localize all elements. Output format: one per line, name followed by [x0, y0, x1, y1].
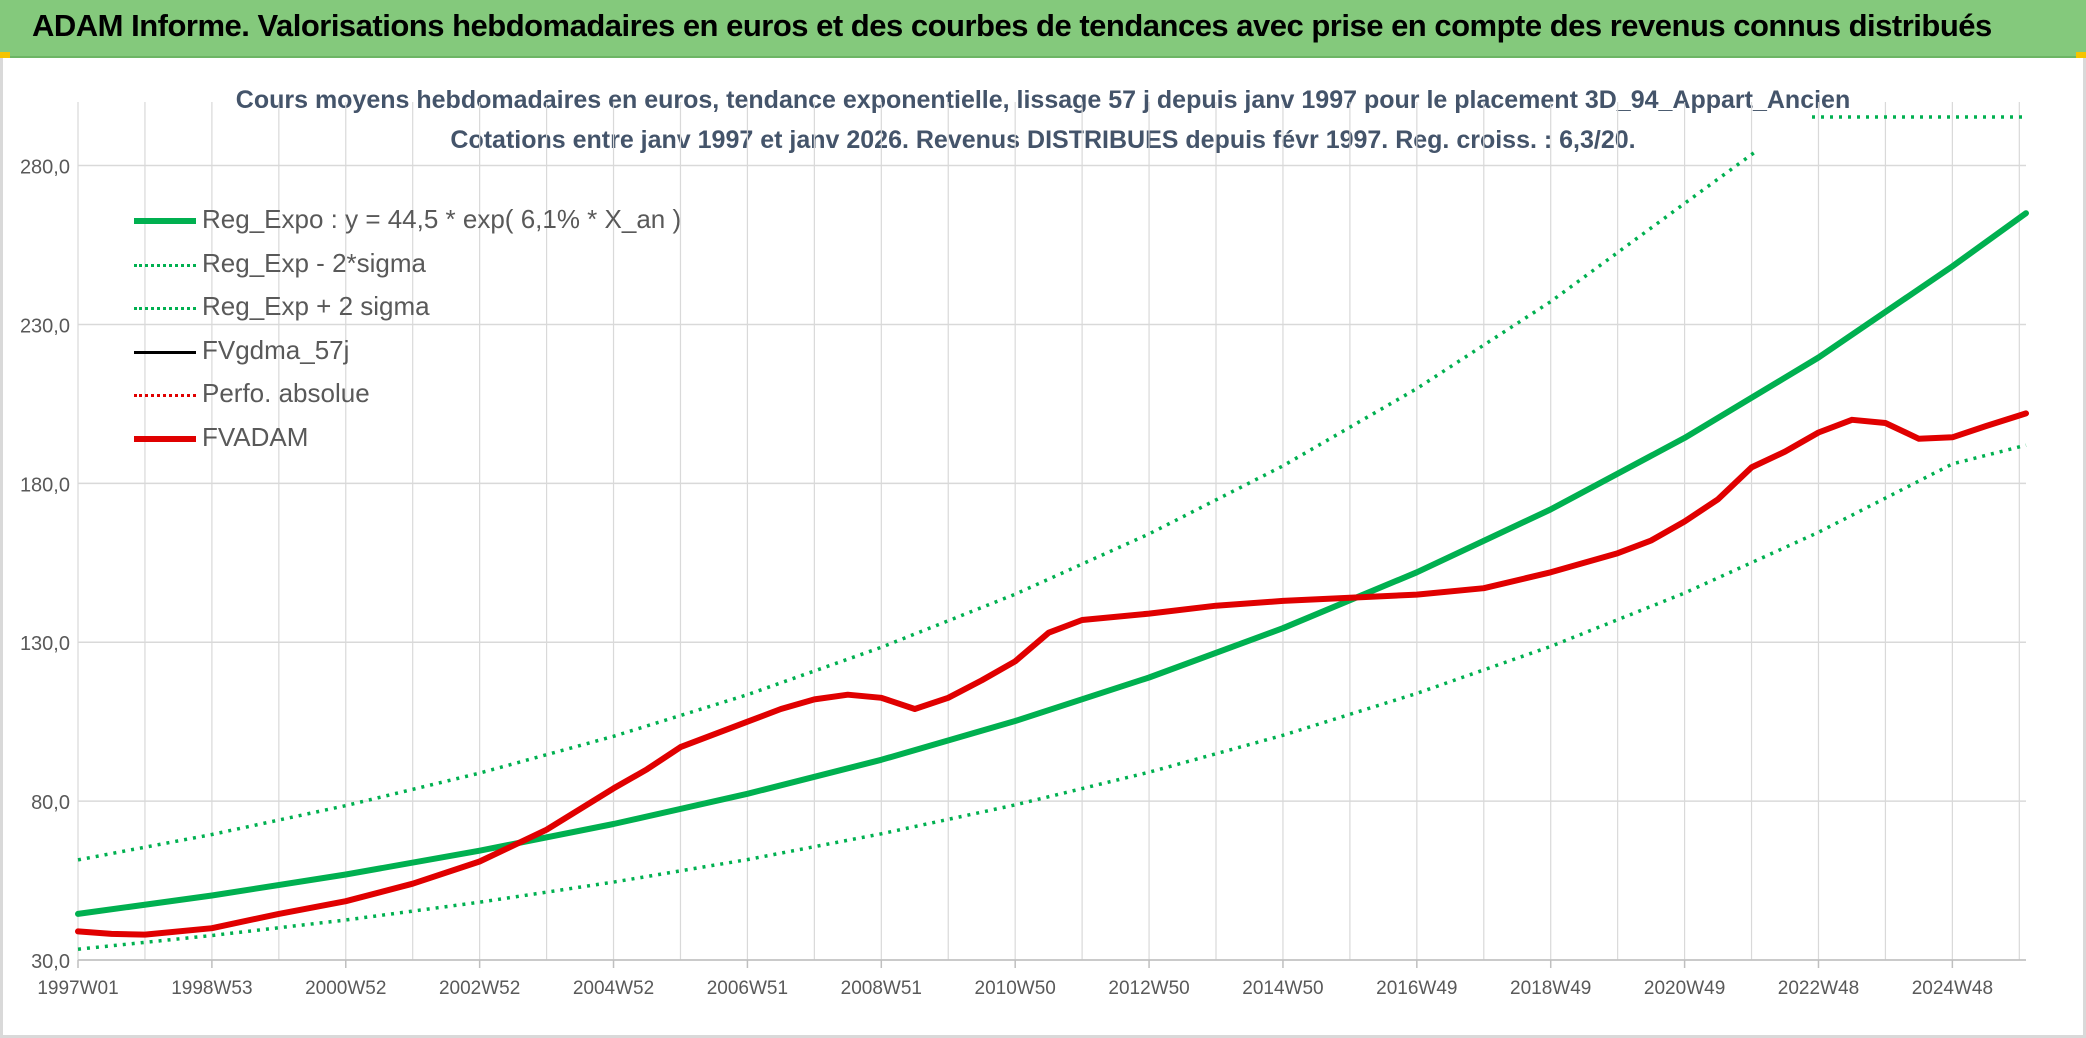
- legend-swatch: [134, 350, 196, 354]
- legend-swatch: [134, 435, 196, 442]
- legend-label: Reg_Expo : y = 44,5 * exp( 6,1% * X_an ): [202, 204, 682, 234]
- report-title: ADAM Informe. Valorisations hebdomadaire…: [32, 8, 1992, 43]
- x-tick-label: 2022W48: [1778, 978, 1859, 999]
- series-line-4: [77, 411, 2027, 937]
- legend-swatch: [134, 394, 196, 398]
- x-tick-label: 2016W49: [1376, 978, 1457, 999]
- y-tick-label: 180,0: [20, 474, 70, 496]
- series-line-1: [77, 443, 2027, 951]
- y-tick-label: 30,0: [31, 951, 70, 973]
- legend-swatch: [134, 307, 196, 311]
- x-tick-label: 2012W50: [1108, 978, 1189, 999]
- series-line-0: [75, 210, 2029, 917]
- x-tick-label: 2018W49: [1510, 978, 1591, 999]
- legend-label: Reg_Exp - 2*sigma: [202, 247, 426, 278]
- corner-mark-right: [2076, 52, 2086, 58]
- x-tick-label: 2004W52: [573, 978, 654, 999]
- x-tick-label: 2008W51: [841, 978, 922, 999]
- x-tick-label: 2010W50: [975, 978, 1056, 999]
- y-tick-label: 280,0: [20, 157, 70, 179]
- corner-mark-left: [0, 52, 10, 58]
- x-tick-label: 2020W49: [1644, 978, 1725, 999]
- legend-label: FVADAM: [202, 421, 309, 452]
- x-tick-label: 2014W50: [1242, 978, 1323, 999]
- y-tick-label: 80,0: [31, 792, 70, 814]
- legend-swatch: [134, 218, 196, 224]
- chart-title: Cours moyens hebdomadaires en euros, ten…: [235, 86, 1851, 114]
- y-tick-label: 230,0: [20, 315, 70, 337]
- legend-label: Perfo. absolue: [202, 378, 370, 409]
- x-tick-label: 2024W48: [1912, 978, 1993, 999]
- legend-swatch: [134, 263, 196, 267]
- x-tick-label: 1997W01: [37, 978, 118, 999]
- x-tick-label: 2002W52: [439, 978, 520, 999]
- series-line-5: [75, 410, 2029, 938]
- chart-subtitle: Cotations entre janv 1997 et janv 2026. …: [450, 126, 1636, 154]
- x-tick-label: 1998W53: [171, 978, 252, 999]
- legend-label: Reg_Exp + 2 sigma: [202, 291, 430, 322]
- y-tick-label: 130,0: [20, 633, 70, 655]
- report-header: ADAM Informe. Valorisations hebdomadaire…: [0, 0, 2086, 58]
- x-tick-label: 2000W52: [305, 978, 386, 999]
- chart-frame: [0, 58, 2086, 1038]
- series-line-3: [76, 412, 2028, 936]
- legend-label: FVgdma_57j: [202, 334, 350, 365]
- x-tick-label: 2006W51: [707, 978, 788, 999]
